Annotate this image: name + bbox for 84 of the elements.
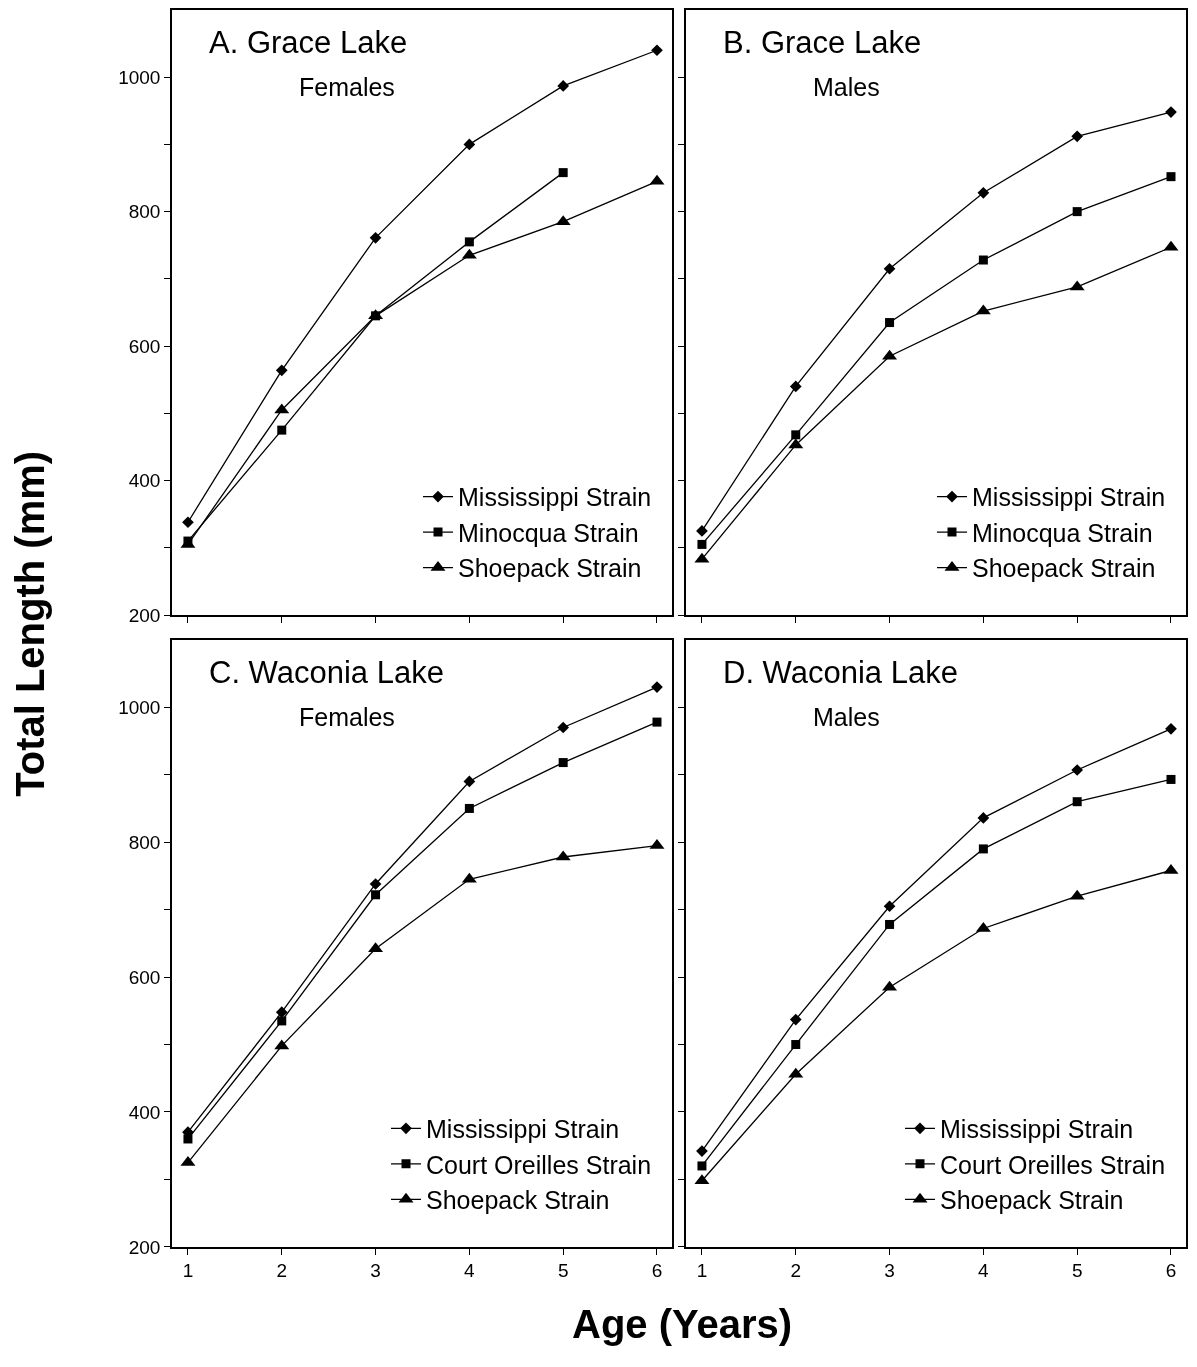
point <box>697 539 707 549</box>
y-tick-label: 600 <box>128 966 161 988</box>
point <box>1072 207 1082 217</box>
point <box>275 1006 288 1018</box>
x-tick-label: 5 <box>557 1260 569 1282</box>
x-tick-label: 1 <box>182 1260 194 1282</box>
x-tick-label: 2 <box>790 1260 802 1282</box>
x-tick-label: 5 <box>1071 1260 1083 1282</box>
point <box>369 231 382 244</box>
legend-label: Shoepack Strain <box>940 1186 1124 1215</box>
point <box>277 1016 287 1026</box>
point <box>1071 764 1084 776</box>
legend-label: Mississippi Strain <box>426 1115 620 1144</box>
y-tick-label: 200 <box>128 1236 161 1258</box>
legend-label: Mississippi Strain <box>972 483 1166 512</box>
y-tick-label: 400 <box>128 470 161 492</box>
legend-label: Shoepack Strain <box>458 554 642 583</box>
text: D. Waconia Lake <box>723 655 958 690</box>
y-tick-label: 600 <box>128 335 161 357</box>
legend-label: Mississippi Strain <box>940 1115 1134 1144</box>
point <box>885 318 895 328</box>
point <box>1166 172 1176 182</box>
point <box>182 516 194 529</box>
point <box>464 803 474 813</box>
y-tick-label: 1000 <box>118 66 161 88</box>
point <box>652 717 662 727</box>
point <box>697 1161 707 1171</box>
point <box>371 890 381 900</box>
point <box>789 1013 802 1026</box>
point <box>275 364 288 377</box>
y-tick-label: 400 <box>128 1101 161 1123</box>
point <box>791 1040 801 1050</box>
y-axis-title: Total Length (mm) <box>8 450 53 797</box>
point <box>277 425 287 435</box>
y-tick-label: 800 <box>128 831 161 853</box>
x-tick-label: 6 <box>1165 1260 1177 1282</box>
point <box>977 186 990 199</box>
point <box>369 878 382 890</box>
x-tick-label: 2 <box>276 1260 288 1282</box>
x-tick-label: 4 <box>978 1260 990 1282</box>
x-tick-label: 1 <box>696 1260 708 1282</box>
y-tick-label: 1000 <box>118 696 161 718</box>
y-tick-label: 200 <box>128 604 161 626</box>
legend-label: Court Oreilles Strain <box>426 1150 652 1179</box>
point <box>883 900 896 913</box>
text: B. Grace Lake <box>723 25 922 60</box>
point <box>978 844 988 854</box>
text: Males <box>813 703 880 731</box>
text: Males <box>813 73 880 101</box>
point <box>557 80 570 92</box>
point <box>977 812 990 824</box>
point <box>978 255 988 265</box>
point <box>1166 774 1176 784</box>
legend-label: Shoepack Strain <box>426 1186 610 1215</box>
point <box>464 237 474 247</box>
legend-label: Minocqua Strain <box>458 518 639 547</box>
text: Females <box>299 73 395 101</box>
point <box>1072 797 1082 807</box>
point <box>883 262 896 275</box>
legend-label: Court Oreilles Strain <box>940 1150 1166 1179</box>
text: A. Grace Lake <box>209 25 408 60</box>
legend-label: Mississippi Strain <box>458 483 652 512</box>
x-axis-title: Age (Years) <box>572 1302 793 1346</box>
point <box>463 775 476 788</box>
text: Females <box>299 703 395 731</box>
legend-label: Minocqua Strain <box>972 518 1153 547</box>
y-tick-label: 800 <box>128 201 161 223</box>
x-tick-label: 3 <box>884 1260 895 1282</box>
point <box>558 758 568 768</box>
x-tick-label: 3 <box>370 1260 381 1282</box>
point <box>789 380 802 393</box>
point <box>558 168 568 178</box>
legend-label: Shoepack Strain <box>972 554 1156 583</box>
point <box>1165 723 1177 735</box>
point <box>885 919 895 929</box>
text: C. Waconia Lake <box>209 655 444 690</box>
point <box>1071 130 1084 143</box>
point <box>651 44 663 57</box>
x-tick-label: 4 <box>464 1260 476 1282</box>
point <box>557 721 570 734</box>
point <box>463 138 476 151</box>
point <box>791 430 801 440</box>
point <box>183 1134 193 1144</box>
x-tick-label: 6 <box>651 1260 663 1282</box>
